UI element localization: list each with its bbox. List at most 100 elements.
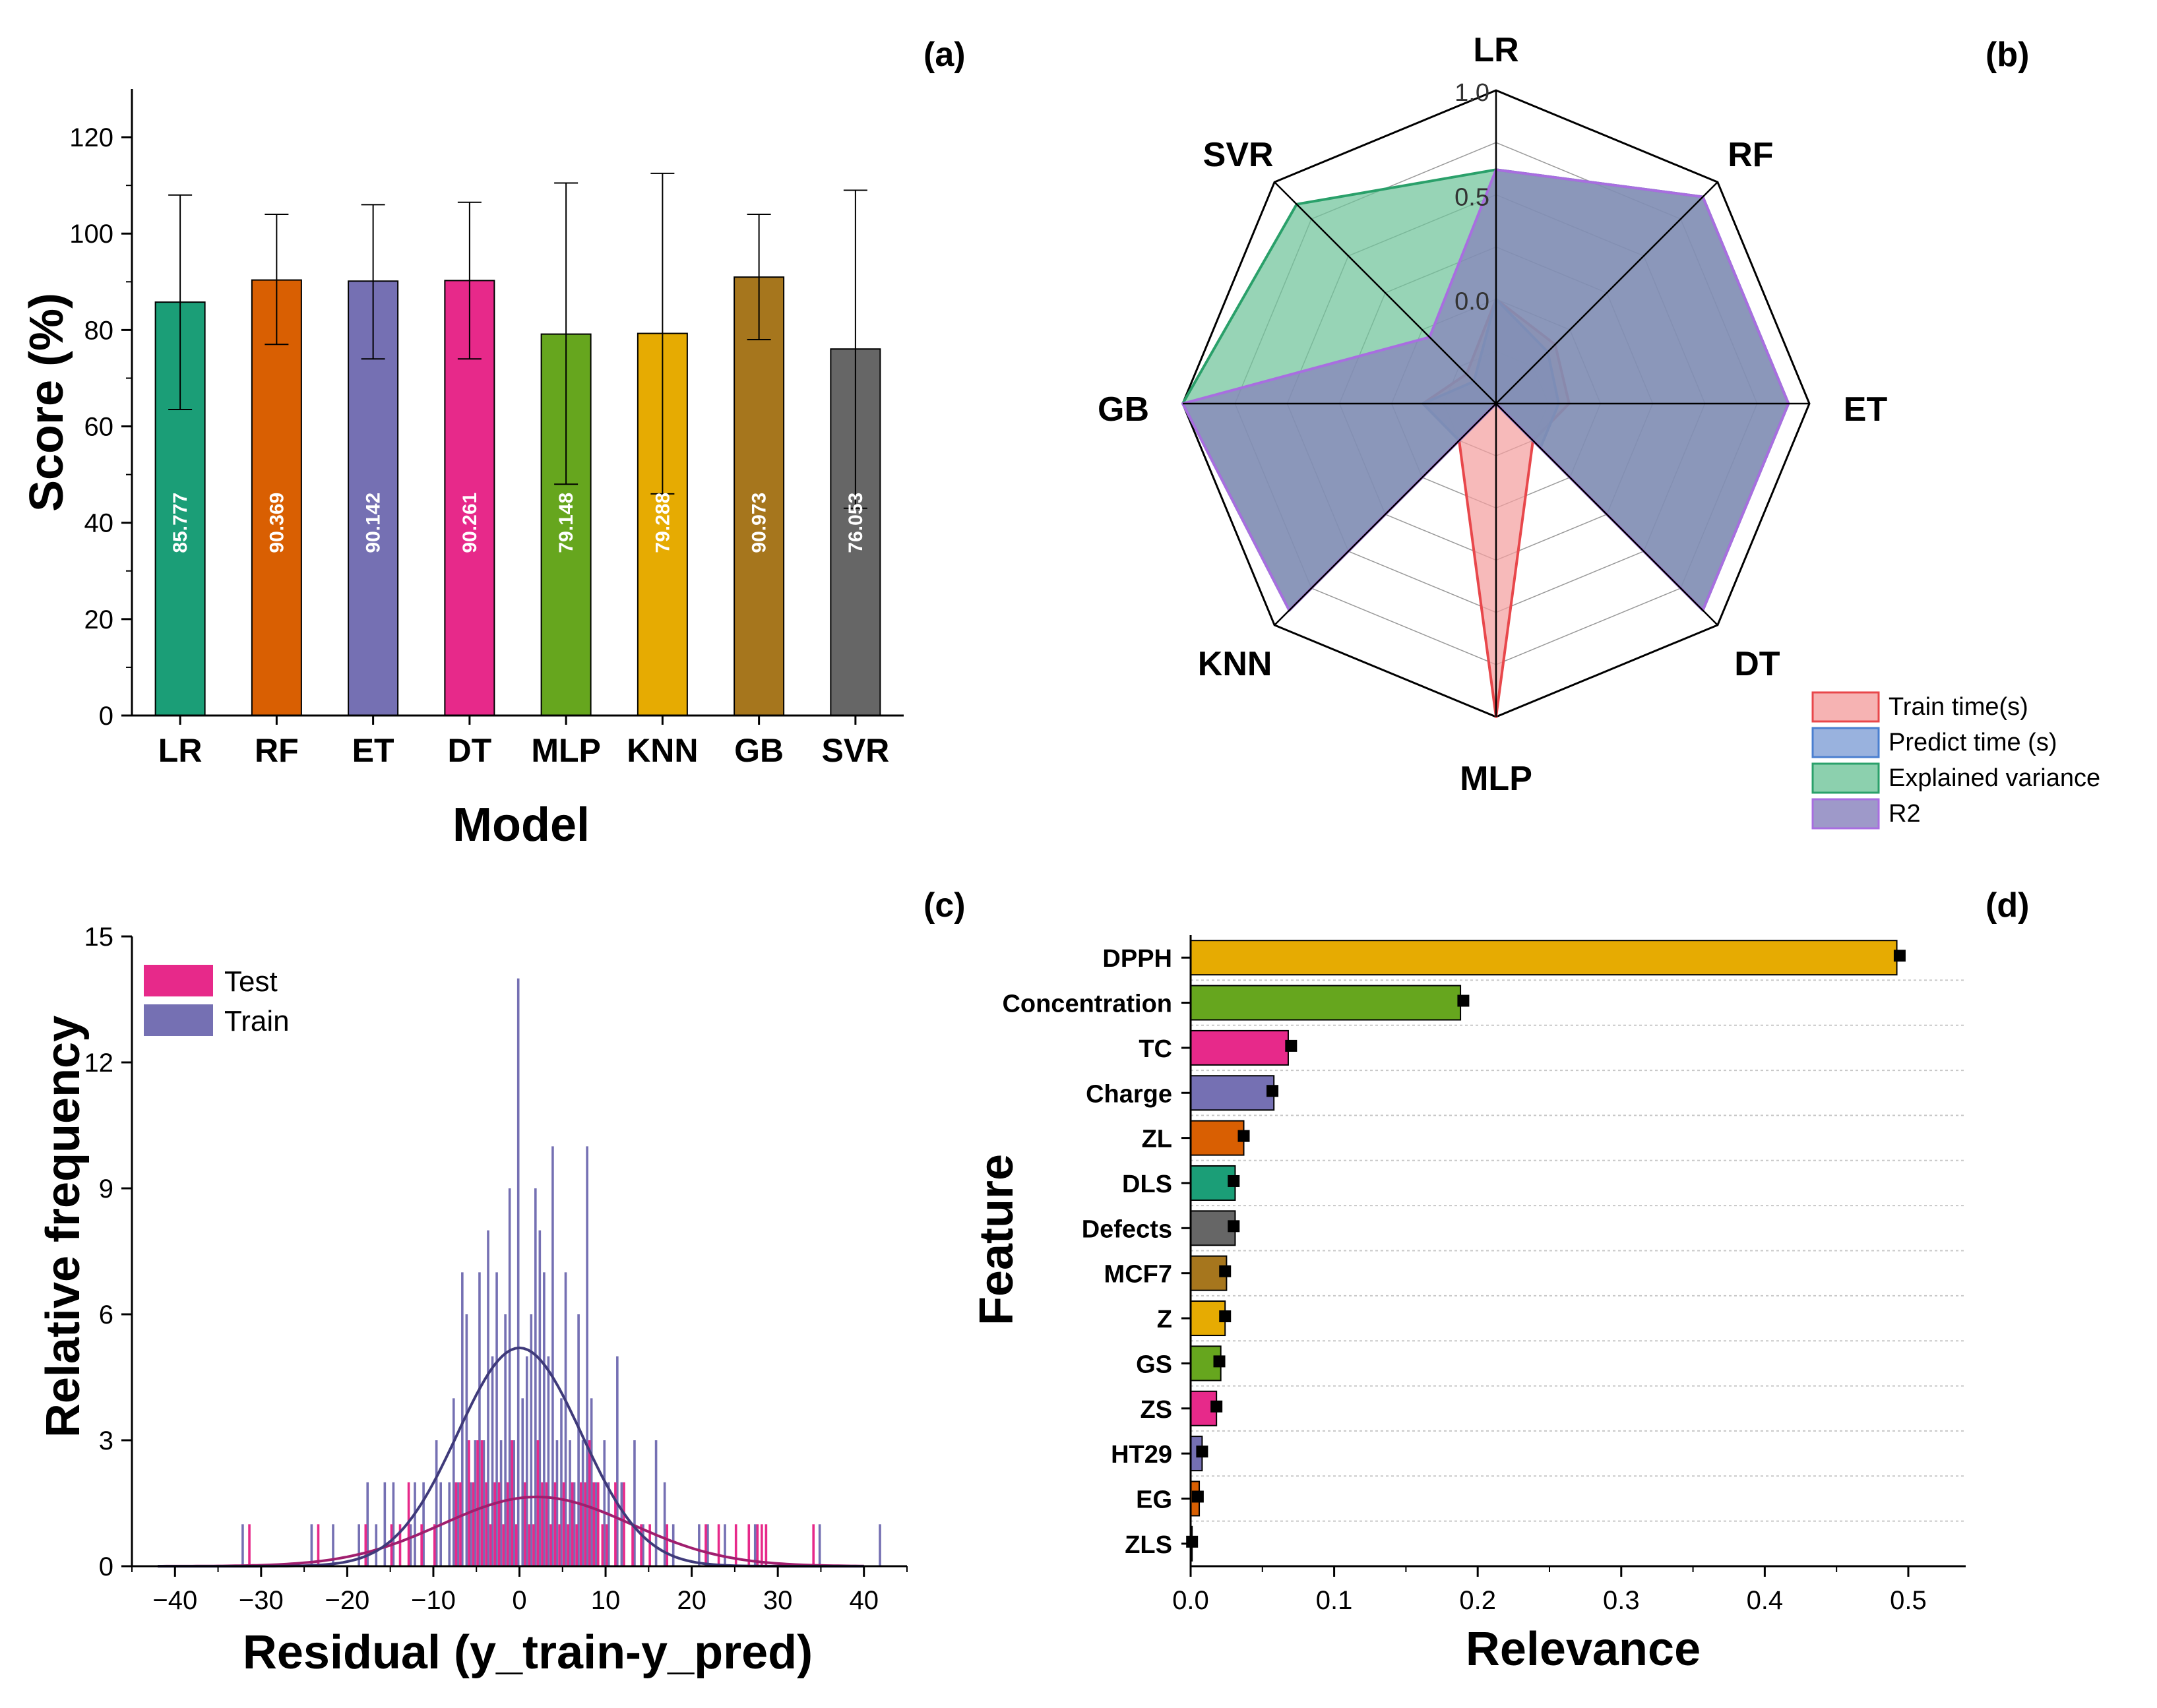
hist-bar-train — [547, 1356, 550, 1566]
x-tick-label: −10 — [411, 1586, 456, 1615]
y-tick-label: 20 — [84, 605, 114, 634]
hist-bar-train — [560, 1398, 563, 1566]
hist-bar-test — [532, 1524, 535, 1566]
data-label-svr: 76.053 — [845, 493, 867, 553]
hist-bar-test — [489, 1524, 492, 1566]
legend-swatch-3 — [1811, 798, 1880, 830]
hist-bar-train — [513, 1440, 515, 1566]
hist-bar-test — [562, 1482, 565, 1566]
hist-bar-train — [241, 1524, 244, 1566]
hist-bar-train — [654, 1440, 658, 1566]
hist-bar-test — [579, 1482, 582, 1566]
hist-bar-train — [594, 1482, 597, 1566]
hist-bar-test — [541, 1482, 544, 1566]
a-ylabel: Score (%) — [20, 293, 73, 512]
data-label-lr: 85.777 — [170, 493, 191, 553]
y-tick-label: 120 — [69, 123, 113, 152]
hist-bar-test — [588, 1440, 591, 1566]
hist-bar-train — [474, 1440, 477, 1566]
error-marker-ht29 — [1196, 1446, 1208, 1458]
hist-bar-test — [597, 1482, 600, 1566]
y-tick-label-concentration: Concentration — [1002, 991, 1172, 1018]
hist-bar-test — [420, 1524, 423, 1566]
y-tick-label-dls: DLS — [1122, 1171, 1172, 1198]
hist-bar-test — [248, 1524, 251, 1566]
hist-bar-train — [435, 1440, 438, 1566]
radar-axis-label-lr: LR — [1473, 31, 1518, 69]
panel-b-radar-chart: 0.0 0.5 1.0 LR RF ET DT MLP KNN GB SVR Train time… — [1098, 31, 2100, 830]
x-tick-label: 0.3 — [1603, 1586, 1640, 1615]
c-ylabel: Relative frequency — [37, 1016, 90, 1438]
y-tick-label-zl: ZL — [1142, 1126, 1172, 1153]
hist-bar-test — [480, 1440, 484, 1566]
hist-bar-test — [364, 1524, 367, 1566]
hist-bar-train — [521, 1398, 524, 1566]
radar-spoke — [1274, 181, 1497, 404]
y-tick-label: 0 — [99, 702, 113, 731]
hist-bar-train — [478, 1272, 481, 1566]
x-tick-label: 20 — [677, 1586, 706, 1615]
y-tick-label: 15 — [84, 923, 114, 952]
error-marker-defects — [1228, 1220, 1240, 1233]
hist-bar-test — [631, 1524, 634, 1566]
legend-swatch-train — [144, 1004, 213, 1036]
hist-bar-test — [606, 1524, 608, 1566]
hist-bar-train — [358, 1524, 360, 1566]
hist-bar-test — [648, 1524, 651, 1566]
hist-bar-train — [706, 1524, 709, 1566]
hist-bar-test — [601, 1524, 604, 1566]
hist-bar-train — [555, 1440, 559, 1566]
hist-bar-test — [666, 1524, 669, 1566]
x-tick-label-et: ET — [352, 732, 394, 769]
hist-bar-train — [375, 1524, 378, 1566]
y-tick-label: 12 — [84, 1049, 114, 1078]
hist-bar-test — [515, 1524, 518, 1566]
legend-label-test: Test — [224, 965, 278, 998]
radar-axis-label-dt: DT — [1734, 645, 1780, 683]
y-tick-label: 80 — [84, 316, 114, 345]
hist-bar-test — [511, 1440, 514, 1566]
legend-label-1: Predict time (s) — [1889, 729, 2057, 756]
hist-bar-test — [485, 1482, 487, 1566]
hist-bar-train — [551, 1146, 554, 1566]
hist-bar-train — [633, 1440, 636, 1566]
hist-bar-test — [549, 1524, 552, 1566]
hist-bar-test — [468, 1440, 470, 1566]
x-tick-label-gb: GB — [734, 732, 784, 769]
hist-bar-train — [534, 1188, 537, 1566]
hist-bar-train — [310, 1524, 313, 1566]
hist-bar-train — [530, 1314, 533, 1566]
hist-bar-test — [812, 1524, 815, 1566]
hist-bar-train — [414, 1482, 416, 1566]
y-tick-label-zls: ZLS — [1125, 1531, 1172, 1559]
error-marker-dpph — [1893, 950, 1906, 962]
data-label-knn: 79.288 — [652, 493, 673, 553]
hist-bar-test — [717, 1524, 720, 1566]
hist-bar-train — [491, 1356, 494, 1566]
hist-bar-train — [879, 1524, 881, 1566]
hist-bar-train — [607, 1482, 610, 1566]
error-marker-zl — [1237, 1130, 1250, 1142]
radar-axis-label-rf: RF — [1728, 136, 1773, 174]
y-tick-label-z: Z — [1157, 1306, 1172, 1333]
panel-d-feature-relevance: DPPH Concentration TC Charge ZL DLS Defects MCF… — [970, 935, 1966, 1676]
hist-bar-test — [459, 1482, 462, 1566]
bar-charge — [1190, 1075, 1275, 1111]
hist-bar-test — [567, 1524, 569, 1566]
hist-bar-test — [528, 1524, 531, 1566]
legend-label-3: R2 — [1889, 800, 1921, 828]
hist-bar-test — [545, 1482, 548, 1566]
y-tick-label-tc: TC — [1139, 1035, 1172, 1063]
hist-bar-train — [577, 1314, 580, 1566]
hist-bar-train — [470, 1482, 472, 1566]
hist-bar-test — [623, 1482, 625, 1566]
legend-swatch-test — [144, 965, 213, 996]
radar-tick-label: 0.0 — [1454, 288, 1489, 316]
error-marker-dls — [1228, 1174, 1240, 1187]
hist-bar-train — [508, 1188, 511, 1566]
radar-tick-label: 0.5 — [1454, 183, 1489, 211]
bar-gb — [734, 276, 785, 716]
y-tick-label-ht29: HT29 — [1111, 1441, 1172, 1469]
legend-label-0: Train time(s) — [1889, 693, 2028, 721]
